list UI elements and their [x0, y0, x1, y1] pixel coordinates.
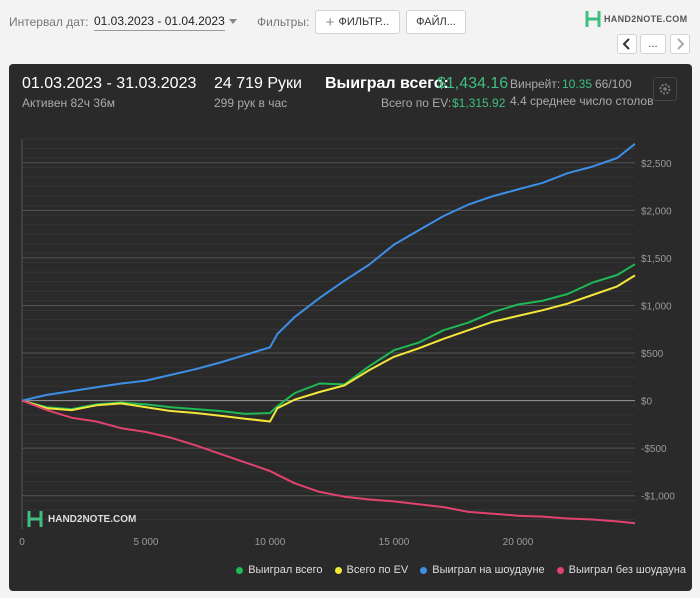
legend-item-2[interactable]: Всего по EV [334, 564, 409, 576]
x-tick-label: 0 [19, 537, 25, 548]
winrate-label: Винрейт: [510, 77, 561, 91]
chart-legend: Выиграл всего Всего по EV Выиграл на шоуда… [224, 564, 686, 576]
date-interval-label: Интервал дат: [9, 15, 89, 29]
gear-icon [659, 83, 671, 95]
legend-label: Выиграл всего [248, 564, 323, 576]
x-tick-label: 20 000 [503, 537, 534, 548]
prev-button[interactable] [617, 34, 637, 54]
date-interval-select[interactable]: 01.03.2023 - 01.04.2023 [94, 14, 225, 31]
y-tick-label: $2,000 [641, 206, 672, 217]
avg-tables: 4.4 среднее число столов [510, 94, 654, 108]
logo-text: HAND2NOTE.COM [604, 14, 688, 24]
filter-button-label: ФИЛЬТР... [338, 16, 390, 28]
series-line-4 [21, 399, 636, 525]
filters-label: Фильтры: [257, 15, 310, 29]
winrate-extra: 66/100 [595, 77, 632, 91]
chart-grid [21, 138, 635, 529]
won-total-label: Выиграл всего: [325, 75, 449, 92]
plus-icon: + [325, 13, 335, 31]
hands-count: 24 719 Руки [214, 75, 302, 92]
x-tick-label: 10 000 [255, 537, 286, 548]
line-chart: 0 5 000 10 000 15 000 20 000 $2,500 $2,000 $1,… [19, 138, 675, 548]
legend-label: Выиграл без шоудауна [568, 564, 686, 576]
legend-marker [334, 566, 342, 574]
y-tick-label: $2,500 [641, 159, 672, 170]
legend-marker [556, 566, 564, 574]
chart-series [21, 143, 636, 525]
more-button[interactable]: ... [640, 34, 666, 54]
period-text: 01.03.2023 - 31.03.2023 [22, 75, 197, 92]
legend-label: Всего по EV [346, 564, 409, 576]
legend-item-3[interactable]: Выиграл на шоудауне [420, 564, 545, 576]
y-tick-label: $500 [641, 349, 664, 360]
x-tick-label: 15 000 [379, 537, 410, 548]
winrate-value: 10.35 [562, 77, 593, 91]
x-axis: 0 5 000 10 000 15 000 20 000 [19, 537, 533, 548]
legend-item-4[interactable]: Выиграл без шоудауна [556, 564, 686, 576]
toolbar: Интервал дат: 01.03.2023 - 01.04.2023 Фи… [0, 0, 700, 62]
file-button[interactable]: ФАЙЛ... [406, 10, 466, 34]
won-total-value: $1,434.16 [437, 75, 509, 92]
watermark-text: HAND2NOTE.COM [48, 513, 137, 525]
active-time-text: Активен 82ч 36м [22, 96, 115, 110]
hands-per-hour: 299 рук в час [214, 96, 288, 110]
legend-marker [236, 566, 244, 574]
next-button[interactable] [670, 34, 690, 54]
legend-label: Выиграл на шоудауне [432, 564, 545, 576]
chevron-left-icon [622, 38, 630, 50]
y-tick-label: $1,500 [641, 254, 672, 265]
y-axis: $2,500 $2,000 $1,500 $1,000 $500 $0 -$500 -$1,0… [641, 159, 675, 503]
x-tick-label: 5 000 [133, 537, 158, 548]
legend-item-1[interactable]: Выиграл всего [236, 564, 323, 576]
file-button-label: ФАЙЛ... [416, 16, 456, 28]
series-line-3 [21, 143, 636, 402]
series-line-2 [21, 274, 636, 423]
filter-button[interactable]: + ФИЛЬТР... [315, 10, 400, 34]
ev-label: Всего по EV: [381, 96, 452, 110]
hand2note-logo-icon [585, 11, 601, 27]
graph-panel: 01.03.2023 - 31.03.2023 Активен 82ч 36м … [9, 64, 692, 591]
y-tick-label: $0 [641, 397, 653, 408]
chevron-right-icon [677, 38, 685, 50]
settings-button[interactable] [653, 77, 677, 101]
watermark: HAND2NOTE.COM [27, 510, 136, 528]
hand2note-logo: HAND2NOTE.COM [585, 10, 687, 28]
y-tick-label: $1,000 [641, 301, 672, 312]
ev-value: $1,315.92 [452, 96, 506, 110]
y-tick-label: -$1,000 [641, 492, 675, 503]
chevron-down-icon[interactable] [229, 19, 237, 24]
legend-marker [420, 566, 428, 574]
more-button-label: ... [648, 38, 658, 50]
y-tick-label: -$500 [641, 444, 667, 455]
hand2note-watermark-icon [27, 511, 43, 527]
series-line-1 [21, 263, 636, 415]
